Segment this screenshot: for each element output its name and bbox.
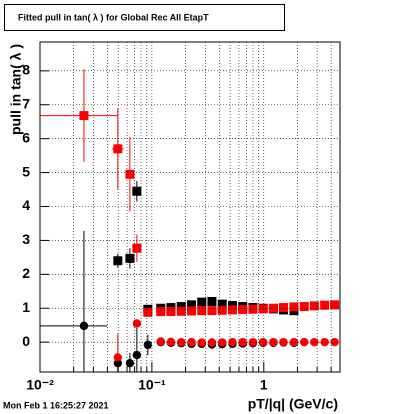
marker-circle (132, 319, 142, 328)
marker-square (187, 306, 197, 316)
marker-square (320, 300, 330, 310)
marker-square (176, 302, 186, 312)
marker-circle (289, 337, 299, 347)
marker-square (289, 302, 299, 312)
marker-square (299, 302, 309, 312)
marker-square (207, 306, 217, 316)
marker-square (125, 169, 135, 179)
marker-circle (156, 337, 165, 346)
marker-square (79, 111, 89, 121)
marker-square (197, 306, 207, 316)
marker-circle (166, 337, 176, 347)
marker-square (143, 307, 153, 317)
y-axis-label: pull in tan( λ ) (8, 44, 24, 135)
timestamp: Mon Feb 1 16:25:27 2021 (3, 400, 109, 410)
marker-circle (113, 358, 123, 368)
x-tick-label: 10⁻¹ (138, 377, 166, 393)
marker-square (132, 186, 142, 196)
marker-circle (207, 338, 217, 347)
marker-square (166, 307, 176, 317)
x-tick-label: 10⁻² (26, 377, 54, 393)
marker-square (309, 301, 319, 311)
marker-circle (113, 353, 123, 362)
marker-circle (310, 337, 319, 347)
y-tick-label: 2 (22, 265, 30, 281)
x-axis-label: pT/|q| (GeV/c) (248, 396, 338, 412)
y-tick-label: 5 (22, 163, 30, 179)
marker-circle (143, 340, 153, 350)
marker-square (197, 297, 207, 307)
marker-square (258, 304, 268, 314)
marker-circle (79, 321, 89, 331)
marker-square (176, 306, 186, 316)
y-tick-label: 4 (22, 197, 30, 213)
marker-square (113, 144, 123, 154)
marker-circle (238, 337, 247, 347)
y-tick-label: 7 (22, 95, 30, 111)
marker-square (217, 299, 227, 309)
marker-circle (197, 338, 206, 347)
marker-square (227, 305, 237, 315)
y-tick-label: 6 (22, 129, 30, 145)
marker-square (217, 305, 227, 315)
marker-circle (269, 337, 278, 347)
marker-square (156, 307, 166, 317)
title-box (4, 4, 285, 31)
y-tick-label: 3 (22, 231, 30, 247)
marker-circle (217, 338, 227, 347)
y-tick-label: 1 (22, 299, 30, 315)
marker-circle (320, 337, 329, 347)
y-tick-label: 8 (22, 62, 30, 78)
marker-square (187, 300, 197, 310)
marker-square (330, 300, 340, 310)
marker-square (113, 256, 123, 266)
marker-square (278, 303, 288, 313)
marker-circle (187, 337, 196, 347)
marker-circle (125, 358, 135, 368)
marker-square (125, 253, 135, 263)
chart-title: Fitted pull in tan( λ ) for Global Rec A… (18, 12, 209, 22)
marker-square (238, 305, 248, 315)
x-tick-label: 1 (260, 377, 268, 393)
marker-circle (258, 337, 268, 347)
marker-square (207, 296, 217, 306)
y-tick-label: 0 (22, 333, 30, 349)
marker-circle (132, 350, 142, 360)
marker-square (268, 303, 278, 313)
marker-square (132, 243, 142, 253)
